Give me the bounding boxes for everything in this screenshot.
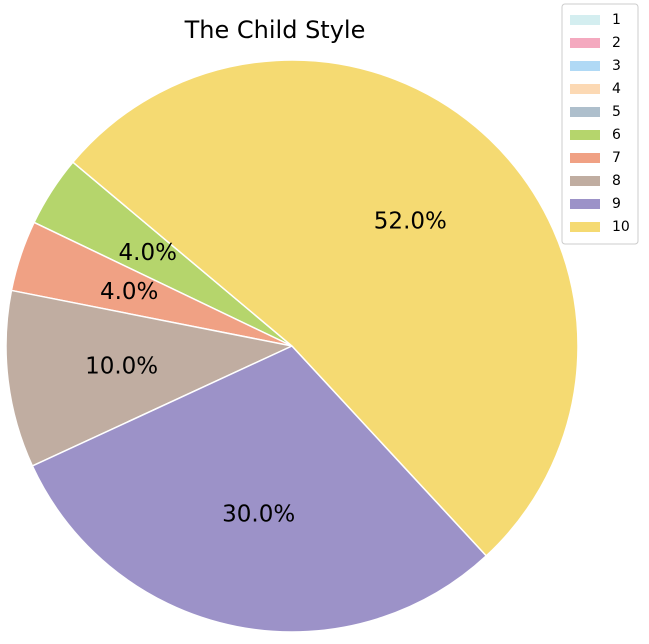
legend-swatch-5 <box>570 107 600 117</box>
percent-label-9: 30.0% <box>222 501 295 527</box>
pie-slice-10 <box>71 59 579 557</box>
percent-label-7: 4.0% <box>100 279 158 305</box>
pie-slice-9 <box>31 345 488 633</box>
legend-swatch-7 <box>570 153 600 163</box>
legend-swatch-10 <box>570 222 600 232</box>
pie-slice-8 <box>5 289 295 467</box>
legend-label-3: 3 <box>612 58 621 74</box>
legend-swatch-9 <box>570 199 600 209</box>
percent-labels: 4.0% 4.0% 10.0% 30.0% 52.0% <box>85 209 447 528</box>
chart-title: The Child Style <box>184 16 366 44</box>
legend-label-7: 7 <box>612 150 621 166</box>
legend-label-4: 4 <box>612 81 621 97</box>
legend-label-10: 10 <box>612 219 630 235</box>
legend-swatch-6 <box>570 130 600 140</box>
pie-slices <box>5 59 579 633</box>
percent-label-8: 10.0% <box>85 353 158 379</box>
legend-label-6: 6 <box>612 127 621 143</box>
legend-swatch-2 <box>570 38 600 48</box>
percent-label-10: 52.0% <box>374 209 447 235</box>
legend-swatch-8 <box>570 176 600 186</box>
legend-swatch-3 <box>570 61 600 71</box>
legend-label-2: 2 <box>612 35 621 51</box>
legend: 1 2 3 4 5 6 7 8 9 10 <box>561 3 639 245</box>
legend-swatch-1 <box>570 15 600 25</box>
legend-label-5: 5 <box>612 104 621 120</box>
legend-swatch-4 <box>570 84 600 94</box>
percent-label-6: 4.0% <box>119 240 177 266</box>
legend-label-9: 9 <box>612 196 621 212</box>
legend-label-1: 1 <box>612 12 621 28</box>
legend-label-8: 8 <box>612 173 621 189</box>
